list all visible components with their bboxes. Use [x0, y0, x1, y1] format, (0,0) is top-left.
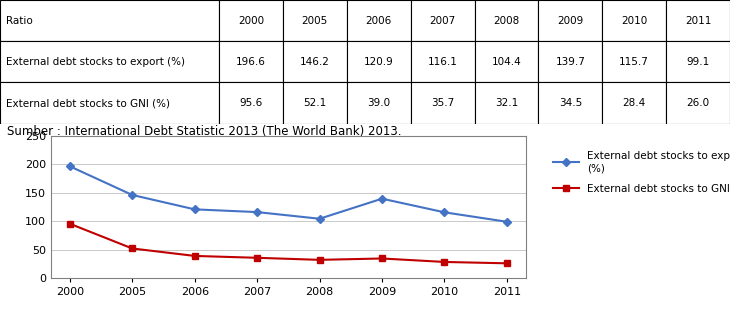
- Bar: [474, 0, 539, 41]
- External debt stocks to GNI (%): [440, 260, 449, 264]
- Text: 196.6: 196.6: [236, 57, 266, 67]
- Bar: [602, 83, 666, 124]
- Bar: [410, 0, 474, 41]
- Text: 52.1: 52.1: [303, 98, 326, 108]
- Text: 2010: 2010: [621, 15, 648, 26]
- Line: External debt stocks to export
(%): External debt stocks to export (%): [66, 163, 510, 225]
- Text: 2000: 2000: [238, 15, 264, 26]
- Legend: External debt stocks to export
(%), External debt stocks to GNI (%): External debt stocks to export (%), Exte…: [550, 148, 730, 197]
- Text: 2011: 2011: [685, 15, 711, 26]
- External debt stocks to export
(%): [253, 210, 261, 214]
- Text: 99.1: 99.1: [686, 57, 710, 67]
- Bar: [219, 41, 283, 83]
- Bar: [283, 83, 347, 124]
- Text: 34.5: 34.5: [558, 98, 582, 108]
- External debt stocks to export
(%): [128, 193, 137, 197]
- Bar: [283, 0, 347, 41]
- Bar: [666, 41, 730, 83]
- Bar: [666, 0, 730, 41]
- Text: 2005: 2005: [301, 15, 328, 26]
- Bar: [474, 41, 539, 83]
- External debt stocks to export
(%): [315, 217, 324, 221]
- External debt stocks to GNI (%): [128, 247, 137, 250]
- Text: 104.4: 104.4: [491, 57, 521, 67]
- Bar: [0, 41, 219, 83]
- Text: Sumber : International Debt Statistic 2013 (The World Bank) 2013.: Sumber : International Debt Statistic 20…: [7, 125, 402, 138]
- Text: 32.1: 32.1: [495, 98, 518, 108]
- Bar: [219, 83, 283, 124]
- Bar: [602, 41, 666, 83]
- Text: 28.4: 28.4: [623, 98, 646, 108]
- Text: 120.9: 120.9: [364, 57, 393, 67]
- Text: 115.7: 115.7: [619, 57, 649, 67]
- External debt stocks to GNI (%): [315, 258, 324, 262]
- Text: 2006: 2006: [366, 15, 392, 26]
- Text: 35.7: 35.7: [431, 98, 454, 108]
- Bar: [410, 41, 474, 83]
- Bar: [602, 0, 666, 41]
- Bar: [219, 0, 283, 41]
- Bar: [539, 83, 602, 124]
- Bar: [0, 0, 219, 41]
- External debt stocks to export
(%): [440, 210, 449, 214]
- Text: 26.0: 26.0: [686, 98, 710, 108]
- External debt stocks to export
(%): [377, 197, 386, 201]
- External debt stocks to GNI (%): [66, 222, 74, 226]
- Text: 2007: 2007: [429, 15, 456, 26]
- Bar: [347, 0, 410, 41]
- Text: 116.1: 116.1: [428, 57, 458, 67]
- Text: 139.7: 139.7: [556, 57, 585, 67]
- Line: External debt stocks to GNI (%): External debt stocks to GNI (%): [66, 221, 510, 266]
- Bar: [474, 83, 539, 124]
- External debt stocks to GNI (%): [377, 257, 386, 260]
- External debt stocks to export
(%): [66, 164, 74, 168]
- External debt stocks to GNI (%): [191, 254, 199, 258]
- External debt stocks to export
(%): [191, 208, 199, 211]
- Text: External debt stocks to export (%): External debt stocks to export (%): [6, 57, 185, 67]
- Bar: [410, 83, 474, 124]
- Bar: [0, 83, 219, 124]
- Bar: [347, 41, 410, 83]
- Text: Ratio: Ratio: [6, 15, 33, 26]
- Text: 2009: 2009: [557, 15, 583, 26]
- Text: 2008: 2008: [493, 15, 520, 26]
- External debt stocks to GNI (%): [253, 256, 261, 260]
- Bar: [539, 41, 602, 83]
- External debt stocks to GNI (%): [502, 261, 511, 265]
- Bar: [666, 83, 730, 124]
- Text: 39.0: 39.0: [367, 98, 391, 108]
- Bar: [283, 41, 347, 83]
- Text: 146.2: 146.2: [300, 57, 330, 67]
- Text: External debt stocks to GNI (%): External debt stocks to GNI (%): [6, 98, 170, 108]
- Text: 95.6: 95.6: [239, 98, 263, 108]
- External debt stocks to export
(%): [502, 220, 511, 224]
- Bar: [347, 83, 410, 124]
- Bar: [539, 0, 602, 41]
